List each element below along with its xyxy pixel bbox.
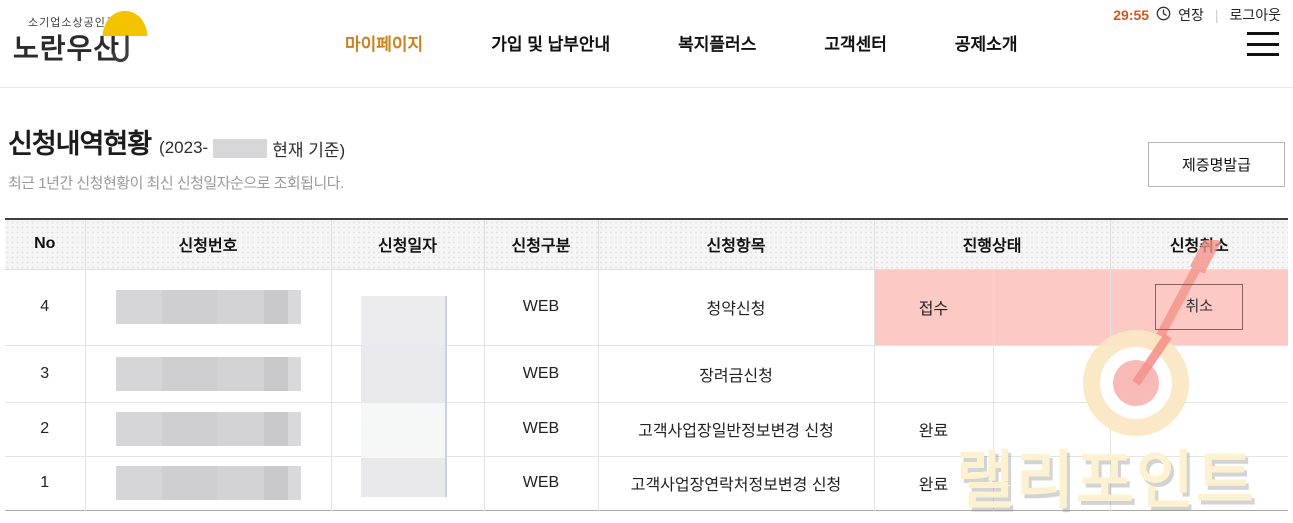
cell-app-item: 장려금신청 [597, 344, 874, 402]
cell-status: 완료 [873, 455, 993, 510]
cell-cancel [1109, 344, 1289, 402]
table-row: 4 WEB 청약신청 접수 취소 [5, 268, 1289, 345]
title-date-suffix: 현재 기준) [272, 140, 346, 160]
cell-status-extra [992, 268, 1111, 345]
redacted-application-number [115, 356, 301, 391]
cell-status-extra [992, 401, 1111, 456]
cell-app-item: 청약신청 [597, 268, 874, 345]
table-row: 2 WEB 고객사업장일반정보변경 신청 완료 [5, 401, 1289, 456]
cell-status-extra [992, 344, 1111, 402]
table-row: 3 WEB 장려금신청 [5, 344, 1289, 402]
nav-item-join-payment[interactable]: 가입 및 납부안내 [491, 35, 611, 54]
umbrella-icon [100, 8, 150, 71]
cell-status-extra [992, 455, 1111, 510]
cell-cancel [1109, 455, 1289, 510]
main-nav: 마이페이지 가입 및 납부안내 복지플러스 고객센터 공제소개 [345, 30, 1017, 55]
col-header-status: 진행상태 [873, 219, 1111, 270]
title-date-prefix: (2023- [159, 138, 209, 157]
col-header-app-date: 신청일자 [330, 219, 484, 270]
nav-item-about[interactable]: 공제소개 [954, 35, 1018, 54]
nav-item-mypage[interactable]: 마이페이지 [345, 35, 424, 54]
cell-app-number [84, 268, 331, 345]
session-timer: 29:55 [1113, 7, 1150, 23]
cell-app-channel: WEB [483, 268, 598, 345]
nav-item-customer-center[interactable]: 고객센터 [824, 35, 887, 54]
redacted-date-value [213, 138, 268, 158]
page-title: 신청내역현황 [8, 129, 152, 159]
cell-app-item: 고객사업장일반정보변경 신청 [597, 401, 874, 456]
session-bar: 29:55 연장 | 로그아웃 [1113, 5, 1281, 25]
cell-status: 접수 [873, 268, 993, 345]
col-header-no: No [5, 219, 85, 270]
page-subtitle: 최근 1년간 신청현황이 최신 신청일자순으로 조회됩니다. [8, 175, 344, 192]
logo-small-text: 소기업소상공인공제 [28, 17, 129, 29]
cancel-application-button[interactable]: 취소 [1155, 284, 1244, 330]
redacted-application-number [115, 412, 301, 446]
table-header-row: No 신청번호 신청일자 신청구분 신청항목 진행상태 신청취소 [5, 219, 1289, 270]
col-header-app-channel: 신청구분 [483, 219, 598, 270]
cell-app-item: 고객사업장연락처정보변경 신청 [597, 455, 874, 510]
page-head: 신청내역현황 (2023- 현재 기준) [8, 122, 345, 161]
redacted-application-number [115, 290, 301, 324]
col-header-app-item: 신청항목 [597, 219, 874, 270]
cell-app-channel: WEB [483, 455, 598, 510]
clock-icon [1156, 6, 1171, 24]
redacted-application-number [115, 466, 301, 500]
cell-app-number [84, 455, 331, 510]
hamburger-menu-icon[interactable] [1247, 32, 1279, 56]
extend-session-button[interactable]: 연장 [1178, 7, 1204, 23]
col-header-app-number: 신청번호 [84, 219, 331, 270]
cell-app-number [84, 401, 331, 456]
cell-no: 1 [5, 455, 85, 510]
logo-brand-text: 노란우산 [13, 33, 121, 64]
top-bar: 소기업소상공인공제 노란우산 마이페이지 가입 및 납부안내 복지플러스 고객센… [0, 0, 1293, 88]
col-header-cancel: 신청취소 [1109, 219, 1289, 270]
cell-no: 2 [5, 401, 85, 456]
cell-cancel [1109, 401, 1289, 456]
application-history-table: No 신청번호 신청일자 신청구분 신청항목 진행상태 신청취소 4 WEB 청… [5, 218, 1289, 511]
cell-no: 4 [5, 268, 85, 345]
redacted-application-dates [361, 296, 447, 497]
certificate-issue-button[interactable]: 제증명발급 [1148, 142, 1285, 187]
brand-logo[interactable]: 소기업소상공인공제 노란우산 [8, 6, 158, 66]
cell-status [873, 344, 993, 402]
title-date-note: (2023- 현재 기준) [159, 136, 345, 161]
cell-app-channel: WEB [483, 401, 598, 456]
cell-app-number [84, 344, 331, 402]
logout-button[interactable]: 로그아웃 [1229, 7, 1281, 23]
cell-status: 완료 [873, 401, 993, 456]
table-row: 1 WEB 고객사업장연락처정보변경 신청 완료 [5, 455, 1289, 510]
cell-no: 3 [5, 344, 85, 402]
cell-cancel: 취소 [1109, 268, 1289, 345]
cell-app-channel: WEB [483, 344, 598, 402]
session-divider: | [1214, 7, 1219, 23]
nav-item-welfare-plus[interactable]: 복지플러스 [678, 35, 757, 54]
